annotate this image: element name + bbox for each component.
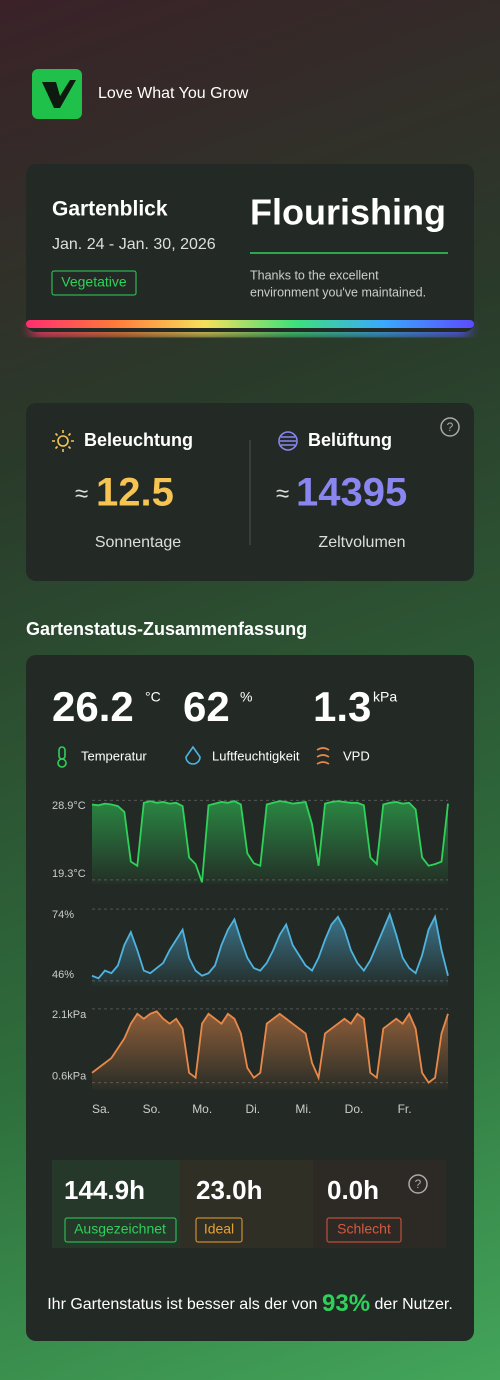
reading-unit: kPa (373, 689, 397, 705)
hours-value: 0.0h (327, 1175, 379, 1205)
overview-title: Gartenblick (52, 198, 168, 221)
svg-text:?: ? (415, 1177, 422, 1191)
footer-text: der Nutzer. (375, 1296, 453, 1313)
footer-text: Ihr Gartenstatus ist besser als der von (47, 1296, 317, 1313)
stage: Vegetative (61, 274, 127, 290)
badge-label: Ausgezeichnet (74, 1221, 166, 1237)
brand: Love What You Grow (98, 85, 249, 102)
status: Flourishing (250, 192, 446, 233)
rainbow-bar (26, 320, 474, 328)
overview-card (26, 164, 474, 332)
reading-unit: % (240, 689, 252, 705)
approx: ≈ (75, 480, 88, 507)
badge (195, 1217, 243, 1243)
reading-label: Luftfeuchtigkeit (212, 748, 300, 763)
area-fill (92, 801, 448, 884)
hours-value: 144.9h (64, 1175, 145, 1205)
y-tick-label: 28.9°C (52, 800, 86, 812)
x-tick-label: Di. (245, 1102, 260, 1116)
approx: ≈ (276, 480, 289, 507)
air-title: Belüftung (308, 430, 392, 450)
humidity-icon (185, 745, 201, 765)
series-line (91, 1010, 449, 1084)
area-fill (92, 1011, 448, 1090)
svg-text:?: ? (447, 420, 454, 434)
stage-badge (51, 270, 137, 296)
reading: 26.2 (52, 683, 134, 730)
charts: 28.9°C 19.3°C 74% 46% 2.1kPa 0.6kPa Sa. So. Mo. D… (52, 799, 449, 1116)
y-tick-label: 19.3°C (52, 868, 86, 880)
fan-icon (278, 431, 298, 451)
sun-icon (52, 430, 74, 452)
x-tick-label: Do. (345, 1102, 364, 1116)
x-tick-label: Mi. (295, 1102, 311, 1116)
series-line (91, 800, 449, 883)
summary-title: Gartenstatus-Zusammenfassung (26, 619, 307, 639)
light-value: 12.5 (96, 471, 174, 515)
series-line (91, 911, 449, 980)
y-tick-label: 2.1kPa (52, 1009, 87, 1021)
badge-label: Ideal (204, 1221, 234, 1237)
hours-cell (180, 1160, 313, 1248)
note-line: Thanks to the excellent (250, 268, 379, 282)
y-tick-label: 74% (52, 909, 74, 921)
badge (326, 1217, 402, 1243)
footer: Ihr Gartenstatus ist besser als der von … (47, 1290, 453, 1317)
thermo-icon (57, 746, 67, 768)
badge (64, 1217, 177, 1243)
hours-cell (313, 1160, 446, 1248)
logo-mark (42, 80, 76, 108)
note-line: environment you've maintained. (250, 285, 426, 299)
x-tick-label: Mo. (192, 1102, 212, 1116)
hours-value: 23.0h (196, 1175, 263, 1205)
reading-unit: °C (145, 689, 161, 705)
vpd-icon (316, 747, 330, 765)
x-tick-label: So. (143, 1102, 161, 1116)
help-icon[interactable]: ? (440, 417, 460, 437)
hours-cell (52, 1160, 180, 1248)
help-icon[interactable]: ? (408, 1174, 428, 1194)
x-tick-label: Sa. (92, 1102, 110, 1116)
reading: 1.3 (313, 683, 371, 730)
light-title: Beleuchtung (84, 430, 193, 450)
footer-percent: 93% (322, 1290, 370, 1317)
reading-label: VPD (343, 748, 370, 763)
reading: 62 (183, 683, 230, 730)
y-tick-label: 0.6kPa (52, 1071, 87, 1083)
reading-label: Temperatur (81, 748, 147, 763)
dates: Jan. 24 - Jan. 30, 2026 (52, 236, 216, 253)
air-value: 14395 (296, 471, 407, 515)
badge-label: Schlecht (337, 1221, 391, 1237)
light-unit: Sonnentage (95, 534, 181, 551)
air-unit: Zeltvolumen (318, 534, 405, 551)
x-tick-label: Fr. (398, 1102, 412, 1116)
y-tick-label: 46% (52, 969, 74, 981)
